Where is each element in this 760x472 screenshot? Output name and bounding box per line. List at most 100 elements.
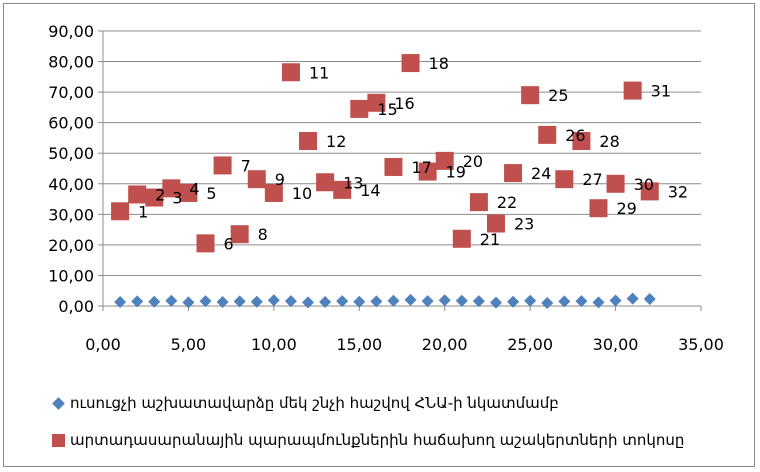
point-label: 19: [446, 163, 466, 182]
data-point-diamond: [302, 296, 315, 309]
point-labels: 12 3 4 567891011121314151617181920212223242…: [138, 54, 688, 253]
point-label: 2: [155, 185, 165, 204]
data-point-diamond: [643, 292, 656, 305]
point-label: 20: [463, 152, 483, 171]
point-label: 12: [326, 132, 346, 151]
x-tick-label: 20,00: [422, 335, 468, 354]
data-point-diamond: [387, 294, 400, 307]
point-label: 18: [429, 54, 449, 73]
data-point-square: [486, 214, 505, 233]
x-tick-label: 0,00: [85, 335, 121, 354]
data-point-square: [572, 132, 591, 150]
square-marker-icon: [52, 433, 65, 447]
data-point-diamond: [541, 296, 554, 309]
x-tick-label: 5,00: [171, 335, 207, 354]
data-point-square: [162, 179, 181, 198]
point-label: 5: [206, 184, 216, 203]
point-label: 29: [616, 199, 636, 218]
scatter-chart: 0,0010,0020,0030,0040,0050,0060,0070,008…: [48, 22, 724, 354]
data-point-diamond: [609, 294, 622, 307]
y-tick-label: 20,00: [48, 236, 94, 255]
data-point-square: [316, 173, 335, 192]
data-point-square: [606, 174, 625, 193]
legend-item-series-2: արտադասարանային պարապմունքներին հաճախող …: [52, 431, 684, 449]
data-point-square: [230, 225, 249, 244]
point-label: 25: [548, 86, 568, 105]
data-point-square: [555, 170, 574, 189]
data-point-square: [640, 182, 659, 201]
data-point-diamond: [489, 296, 502, 309]
point-label: 30: [634, 175, 654, 194]
axes: [98, 30, 702, 311]
data-point-diamond: [524, 294, 537, 307]
data-point-square: [196, 234, 215, 253]
legend-label-series-2: արտադասարանային պարապմունքներին հաճախող …: [70, 431, 685, 449]
data-point-square: [213, 156, 232, 175]
point-label: 17: [411, 158, 431, 177]
data-point-diamond: [267, 294, 280, 307]
data-point-square: [452, 229, 471, 248]
point-label: 15: [377, 100, 397, 119]
data-point-square: [435, 151, 454, 170]
legend-label-series-1: ուսուցչի աշխատավարձը մեկ շնչի հաշվով ՀՆԱ…: [70, 394, 559, 412]
point-label: 9: [275, 170, 285, 189]
data-point-diamond: [472, 295, 485, 308]
point-label: 27: [582, 170, 602, 189]
data-point-square: [111, 202, 130, 221]
point-label: 8: [258, 225, 268, 244]
x-tick-label: 15,00: [336, 335, 382, 354]
data-point-diamond: [336, 295, 349, 308]
y-tick-label: 30,00: [48, 205, 94, 224]
diamond-marker-icon: [52, 396, 65, 410]
y-tick-labels: 0,00 10,00 20,00 30,00 40,00 50,00 60,00 70,00 8…: [48, 22, 94, 316]
x-tick-label: 35,00: [678, 335, 724, 354]
point-label: 23: [514, 215, 534, 234]
point-label: 14: [360, 181, 380, 200]
y-tick-label: 60,00: [48, 114, 94, 133]
data-point-diamond: [455, 294, 468, 307]
point-label: 21: [480, 230, 500, 249]
data-point-square: [128, 185, 147, 204]
y-tick-label: 70,00: [48, 83, 94, 102]
data-point-diamond: [165, 294, 178, 307]
data-point-diamond: [558, 295, 571, 308]
data-point-diamond: [507, 295, 520, 308]
point-label: 32: [668, 182, 688, 201]
data-point-square: [538, 125, 557, 144]
x-tick-label: 25,00: [507, 335, 553, 354]
point-label: 24: [531, 164, 551, 183]
x-tick-labels: 0,00 5,00 10,00 15,00 20,00 25,00 30,00 35,00: [85, 335, 724, 354]
data-point-square: [418, 162, 437, 181]
data-point-diamond: [148, 295, 161, 308]
data-point-square: [247, 170, 266, 189]
data-point-square: [367, 93, 386, 112]
x-tick-label: 10,00: [251, 335, 297, 354]
data-point-square: [281, 63, 300, 82]
data-point-diamond: [182, 296, 195, 309]
data-point-square: [179, 183, 198, 202]
y-tick-label: 0,00: [58, 297, 94, 316]
data-point-diamond: [131, 295, 144, 308]
data-point-diamond: [626, 292, 639, 305]
legend-item-series-1: ուսուցչի աշխատավարձը մեկ շնչի հաշվով ՀՆԱ…: [52, 394, 559, 412]
point-label: 28: [599, 132, 619, 151]
data-point-diamond: [575, 295, 588, 308]
data-point-square: [350, 99, 369, 118]
y-tick-label: 90,00: [48, 22, 94, 41]
point-label: 22: [497, 193, 517, 212]
data-point-diamond: [114, 296, 127, 309]
series-teacher-salary: [114, 292, 656, 309]
y-tick-label: 50,00: [48, 144, 94, 163]
data-point-diamond: [370, 295, 383, 308]
data-point-diamond: [284, 295, 297, 308]
series-extracurricular-students: [111, 54, 659, 253]
data-point-square: [333, 180, 352, 199]
y-tick-label: 40,00: [48, 175, 94, 194]
point-label: 11: [309, 63, 329, 82]
data-point-diamond: [233, 295, 246, 308]
data-point-diamond: [438, 294, 451, 307]
data-point-diamond: [592, 296, 605, 309]
point-label: 10: [292, 184, 312, 203]
point-label: 7: [241, 156, 251, 175]
data-point-square: [264, 183, 283, 202]
